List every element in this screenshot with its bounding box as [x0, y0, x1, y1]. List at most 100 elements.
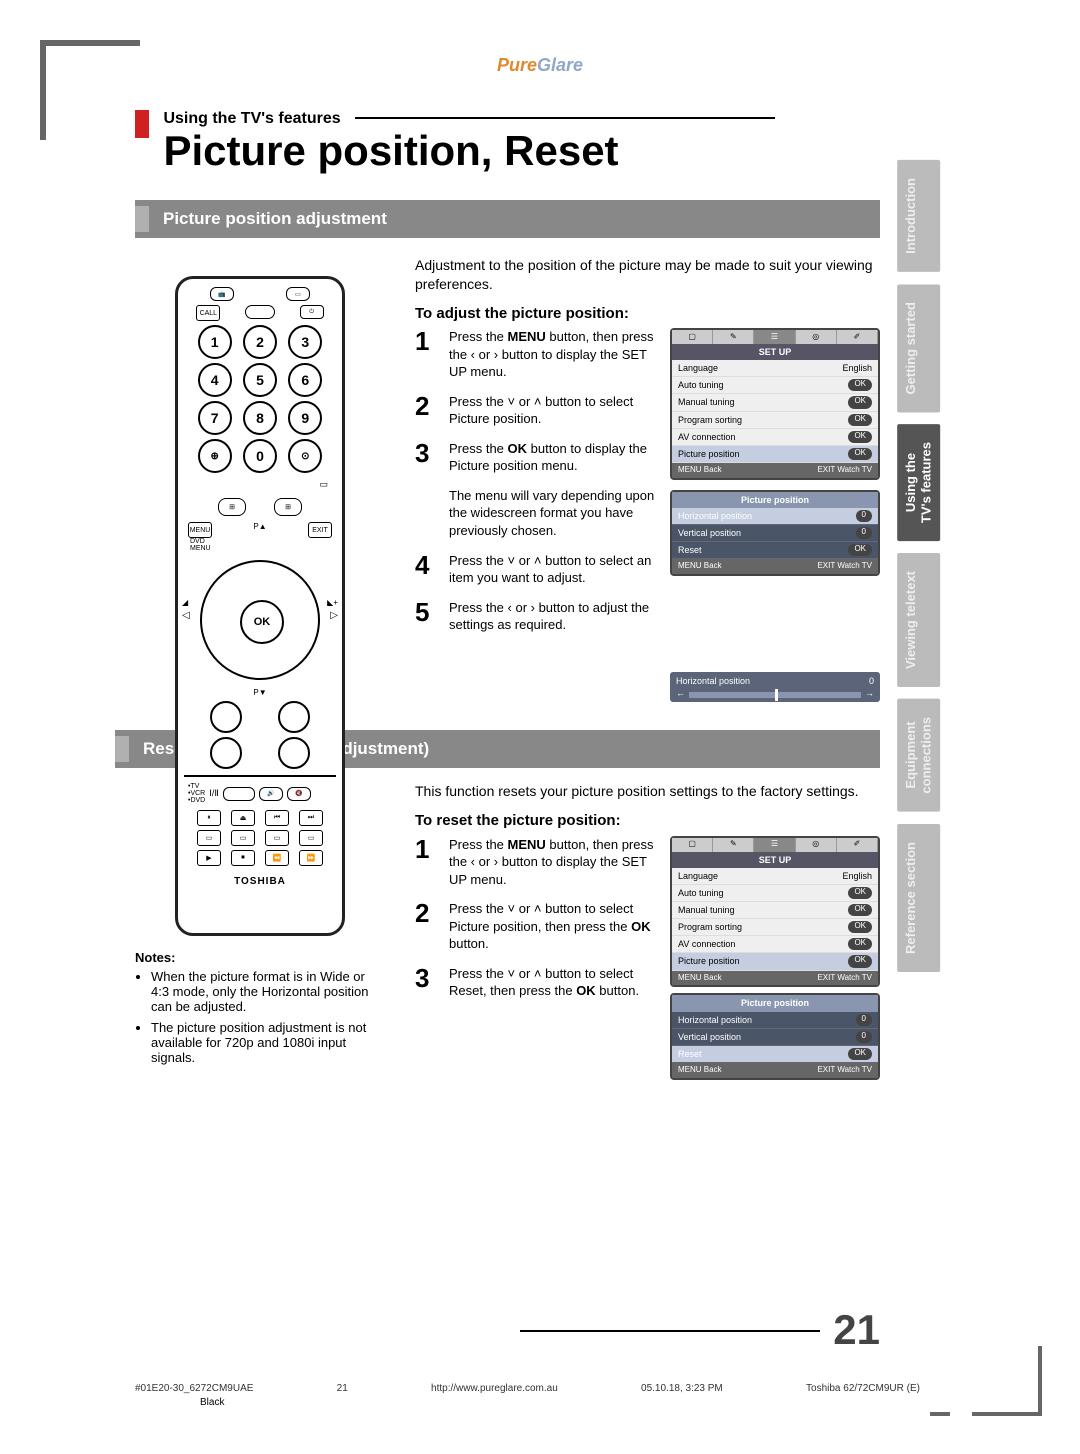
- footer-date: 05.10.18, 3:23 PM: [641, 1383, 723, 1394]
- side-tab: Introduction: [897, 160, 940, 272]
- section1-title: Picture position adjustment: [163, 209, 387, 229]
- step-extra: The menu will vary depending upon the wi…: [449, 487, 660, 540]
- osd-key: Horizontal position: [678, 510, 752, 522]
- osd-value: OK: [848, 431, 872, 443]
- osd-key: Vertical position: [678, 527, 741, 539]
- osd-value: OK: [848, 396, 872, 408]
- osd-key: AV connection: [678, 938, 735, 950]
- side-tab: Reference section: [897, 824, 940, 972]
- osd-value: OK: [848, 379, 872, 391]
- dvd-label: DVD: [190, 797, 205, 804]
- osd-key: AV connection: [678, 431, 735, 443]
- page-title: Picture position, Reset: [163, 130, 775, 172]
- osd-value: OK: [848, 414, 872, 426]
- osd-foot-right: EXIT Watch TV: [817, 465, 872, 476]
- dpad: OK ◁ ▷ ◢ ◣+: [200, 560, 320, 680]
- step-text: Press the ‹ or › button to adjust the se…: [449, 599, 660, 634]
- brand-logo: PureGlare: [0, 55, 1080, 76]
- step-text: Press the ˅ or ˄ button to select an ite…: [449, 552, 660, 587]
- num-1: 1: [198, 325, 232, 359]
- osd-key: Reset: [678, 1048, 702, 1060]
- step-number: 5: [415, 599, 441, 634]
- footer-pagenum: 21: [337, 1383, 348, 1394]
- footer-docid: #01E20-30_6272CM9UAE: [135, 1383, 253, 1394]
- osd-key: Language: [678, 870, 718, 882]
- logo-part1: Pure: [497, 55, 537, 75]
- step: 3Press the OK button to display the Pict…: [415, 440, 660, 475]
- osd-slider: Horizontal position 0 ←→: [670, 672, 880, 702]
- title-accent: [135, 110, 149, 138]
- num-0: 0: [243, 439, 277, 473]
- step-number: 4: [415, 552, 441, 587]
- osd-value: OK: [848, 1048, 872, 1060]
- section2-subhead: To reset the picture position:: [415, 811, 880, 831]
- osd-foot-left: MENU Back: [678, 561, 722, 572]
- section2-intro: This function resets your picture positi…: [415, 782, 880, 801]
- osd-value: OK: [848, 448, 872, 460]
- call-button: CALL: [196, 305, 220, 321]
- step-number: 3: [415, 440, 441, 475]
- osd-foot-left: MENU Back: [678, 1065, 722, 1076]
- osd-value: 0: [856, 1014, 872, 1026]
- osd-value: OK: [848, 544, 872, 556]
- footer-model: Toshiba 62/72CM9UR (E): [806, 1383, 920, 1394]
- kicker: Using the TV's features: [163, 110, 340, 127]
- notes-heading: Notes:: [135, 950, 175, 965]
- num-9: 9: [288, 401, 322, 435]
- step-text: Press the ˅ or ˄ button to select Pictur…: [449, 393, 660, 428]
- note-item: When the picture format is in Wide or 4:…: [151, 969, 385, 1014]
- osd-foot-right: EXIT Watch TV: [817, 561, 872, 572]
- note-item: The picture position adjustment is not a…: [151, 1020, 385, 1065]
- p-down-label: P▼: [184, 688, 336, 697]
- num-7: 7: [198, 401, 232, 435]
- osd-foot-right: EXIT Watch TV: [817, 973, 872, 984]
- osd-setup-1: ▢✎☰◎✐SET UPLanguageEnglishAuto tuningOKM…: [670, 328, 880, 480]
- osd-key: Picture position: [678, 955, 740, 967]
- footer: #01E20-30_6272CM9UAE 21 http://www.pureg…: [135, 1383, 920, 1394]
- step: 1Press the MENU button, then press the ‹…: [415, 328, 660, 381]
- osd-key: Auto tuning: [678, 379, 724, 391]
- step-number: 1: [415, 836, 441, 889]
- step-text: Press the ˅ or ˄ button to select Pictur…: [449, 900, 660, 953]
- osd-foot-left: MENU Back: [678, 973, 722, 984]
- side-tab: Using the TV's features: [897, 424, 940, 541]
- step: 2Press the ˅ or ˄ button to select Pictu…: [415, 900, 660, 953]
- osd-setup-2: ▢✎☰◎✐SET UPLanguageEnglishAuto tuningOKM…: [670, 836, 880, 988]
- dvd-menu-label: DVD MENU: [184, 538, 336, 552]
- step: 2Press the ˅ or ˄ button to select Pictu…: [415, 393, 660, 428]
- osd-value: OK: [848, 955, 872, 967]
- step-number: 1: [415, 328, 441, 381]
- slider-label: Horizontal position: [676, 675, 750, 687]
- osd-key: Horizontal position: [678, 1014, 752, 1026]
- side-tab: Getting started: [897, 284, 940, 412]
- step-text: Press the ˅ or ˄ button to select Reset,…: [449, 965, 660, 1000]
- osd-foot-left: MENU Back: [678, 465, 722, 476]
- remote-brand: TOSHIBA: [184, 876, 336, 887]
- osd-value: OK: [848, 938, 872, 950]
- step-text: Press the MENU button, then press the ‹ …: [449, 836, 660, 889]
- logo-part2: Glare: [537, 55, 583, 75]
- num-5: 5: [243, 363, 277, 397]
- osd-picture-pos-2: Picture positionHorizontal position0Vert…: [670, 993, 880, 1079]
- osd-value: OK: [848, 887, 872, 899]
- remote-illustration: 📺▭ CALL⏻ 123456789 ⊕0⊙ ▭ ⊞⊞ MENUP▲EXIT D…: [135, 276, 385, 936]
- ok-button: OK: [240, 600, 284, 644]
- section-tabs: Introduction Getting started Using the TV'…: [897, 160, 940, 972]
- menu-button: MENU: [188, 522, 212, 538]
- side-tab: Viewing teletext: [897, 553, 940, 687]
- page-number: 21: [833, 1306, 880, 1354]
- section1-intro: Adjustment to the position of the pictur…: [415, 256, 880, 294]
- exit-button: EXIT: [308, 522, 332, 538]
- osd-key: Picture position: [678, 448, 740, 460]
- slider-value: 0: [869, 675, 874, 687]
- osd-key: Program sorting: [678, 414, 742, 426]
- osd-picture-pos-1: Picture positionHorizontal position0Vert…: [670, 490, 880, 576]
- step-number: 2: [415, 900, 441, 953]
- osd-key: Program sorting: [678, 921, 742, 933]
- osd-key: Vertical position: [678, 1031, 741, 1043]
- step-number: 2: [415, 393, 441, 428]
- num-3: 3: [288, 325, 322, 359]
- osd-value: 0: [856, 527, 872, 539]
- p-up-label: P▲: [253, 522, 266, 538]
- osd-key: Reset: [678, 544, 702, 556]
